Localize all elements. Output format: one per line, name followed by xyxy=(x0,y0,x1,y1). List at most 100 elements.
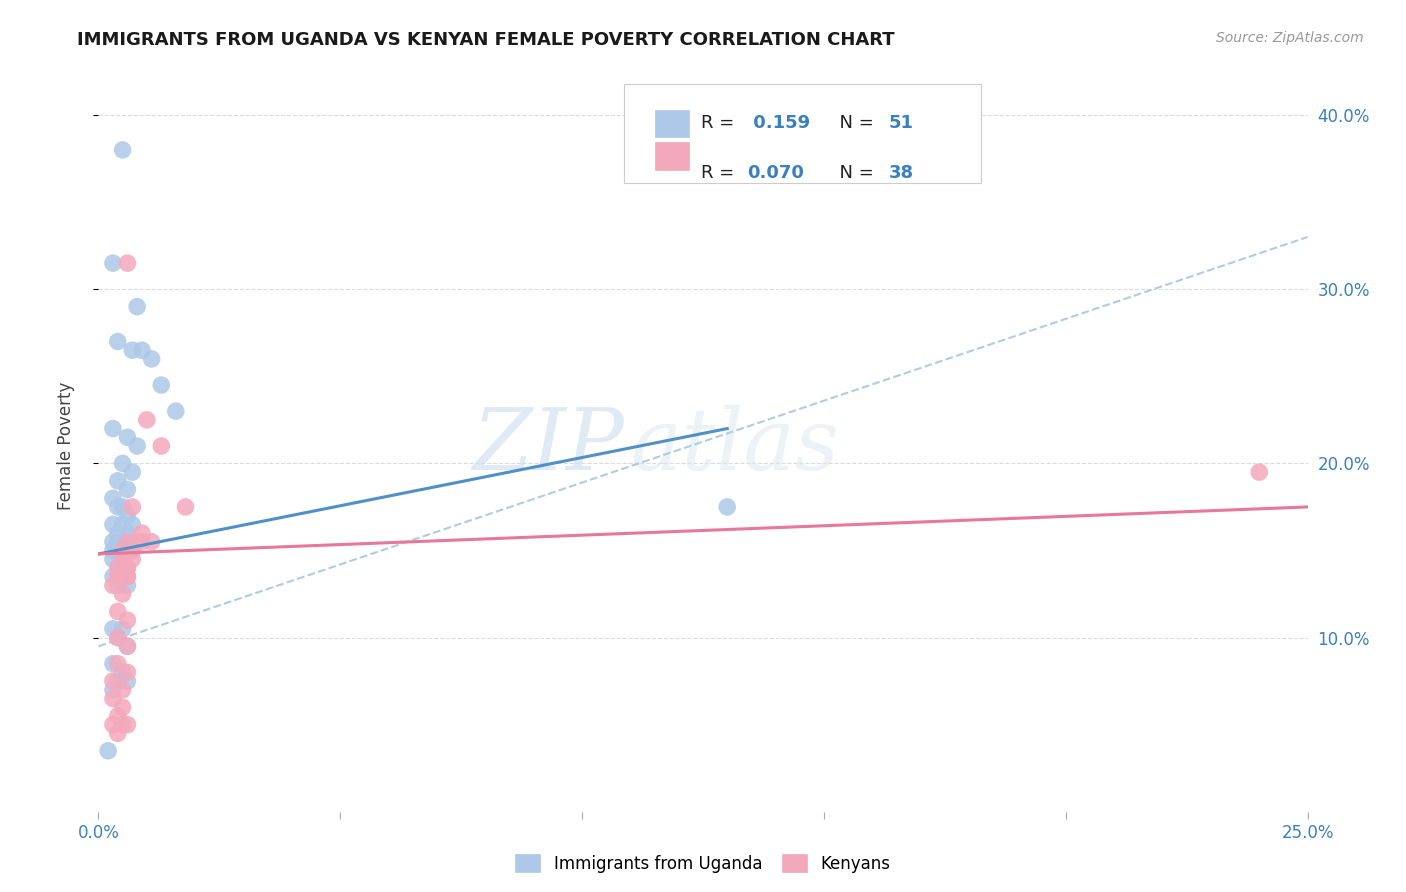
Point xyxy=(101,256,124,270)
Point xyxy=(107,631,129,645)
Point xyxy=(117,534,139,549)
Point xyxy=(101,622,124,636)
Point xyxy=(117,640,139,654)
Point xyxy=(101,569,124,583)
Point xyxy=(141,351,163,366)
Point xyxy=(111,143,134,157)
Text: 0.159: 0.159 xyxy=(747,114,810,132)
Point xyxy=(111,500,134,514)
Point xyxy=(107,526,129,541)
Text: R =: R = xyxy=(702,114,740,132)
Point xyxy=(107,569,129,583)
Point xyxy=(117,640,139,654)
Point xyxy=(131,526,153,541)
Text: N =: N = xyxy=(828,114,880,132)
Point xyxy=(141,534,163,549)
Point xyxy=(111,622,134,636)
Point xyxy=(117,561,139,575)
Point xyxy=(111,543,134,558)
Point xyxy=(117,569,139,583)
FancyBboxPatch shape xyxy=(655,143,689,170)
Point xyxy=(107,500,129,514)
Point xyxy=(101,674,124,689)
Point xyxy=(127,439,149,453)
Point xyxy=(150,439,173,453)
Point xyxy=(111,534,134,549)
Point xyxy=(127,300,149,314)
Point xyxy=(101,517,124,532)
Point xyxy=(101,543,124,558)
Point xyxy=(107,604,129,618)
Point xyxy=(107,474,129,488)
Point xyxy=(107,726,129,740)
Point xyxy=(117,613,139,627)
Point xyxy=(101,552,124,566)
Point xyxy=(135,413,157,427)
Point xyxy=(111,569,134,583)
Point xyxy=(101,682,124,697)
Point xyxy=(111,682,134,697)
Point xyxy=(111,587,134,601)
Point xyxy=(107,709,129,723)
Point xyxy=(111,517,134,532)
Point xyxy=(117,508,139,523)
Point xyxy=(111,552,134,566)
FancyBboxPatch shape xyxy=(655,110,689,137)
Point xyxy=(107,561,129,575)
Point xyxy=(107,534,129,549)
Text: atlas: atlas xyxy=(630,405,839,487)
Point xyxy=(131,343,153,358)
Point xyxy=(111,717,134,731)
Point xyxy=(101,421,124,435)
Point xyxy=(121,552,143,566)
Point xyxy=(117,578,139,592)
Point xyxy=(97,744,120,758)
Point xyxy=(101,578,124,592)
Text: 38: 38 xyxy=(889,164,914,182)
Point xyxy=(165,404,187,418)
Point xyxy=(117,717,139,731)
Point xyxy=(117,534,139,549)
Point xyxy=(101,657,124,671)
Point xyxy=(117,569,139,583)
Point xyxy=(117,665,139,680)
Point xyxy=(117,430,139,444)
FancyBboxPatch shape xyxy=(624,84,981,183)
Text: Source: ZipAtlas.com: Source: ZipAtlas.com xyxy=(1216,31,1364,45)
Point xyxy=(111,665,134,680)
Point xyxy=(121,465,143,479)
Point xyxy=(101,691,124,706)
Point xyxy=(111,457,134,471)
Point xyxy=(107,657,129,671)
Point xyxy=(107,631,129,645)
Point xyxy=(117,561,139,575)
Y-axis label: Female Poverty: Female Poverty xyxy=(56,382,75,510)
Text: IMMIGRANTS FROM UGANDA VS KENYAN FEMALE POVERTY CORRELATION CHART: IMMIGRANTS FROM UGANDA VS KENYAN FEMALE … xyxy=(77,31,896,49)
Point xyxy=(111,700,134,714)
Point xyxy=(117,483,139,497)
Point xyxy=(107,561,129,575)
Text: 0.070: 0.070 xyxy=(747,164,804,182)
Point xyxy=(117,256,139,270)
Text: R =: R = xyxy=(702,164,740,182)
Point xyxy=(121,543,143,558)
Point xyxy=(107,674,129,689)
Point xyxy=(117,526,139,541)
Point xyxy=(101,534,124,549)
Point xyxy=(107,334,129,349)
Text: 51: 51 xyxy=(889,114,914,132)
Text: ZIP: ZIP xyxy=(472,405,624,487)
Point xyxy=(121,500,143,514)
Point xyxy=(111,543,134,558)
Text: N =: N = xyxy=(828,164,880,182)
Point xyxy=(121,517,143,532)
Point xyxy=(1249,465,1271,479)
Point xyxy=(121,343,143,358)
Point xyxy=(174,500,197,514)
Point xyxy=(127,534,149,549)
Point xyxy=(150,378,173,392)
Point xyxy=(101,717,124,731)
Point xyxy=(107,569,129,583)
Point xyxy=(101,491,124,506)
Point xyxy=(117,674,139,689)
